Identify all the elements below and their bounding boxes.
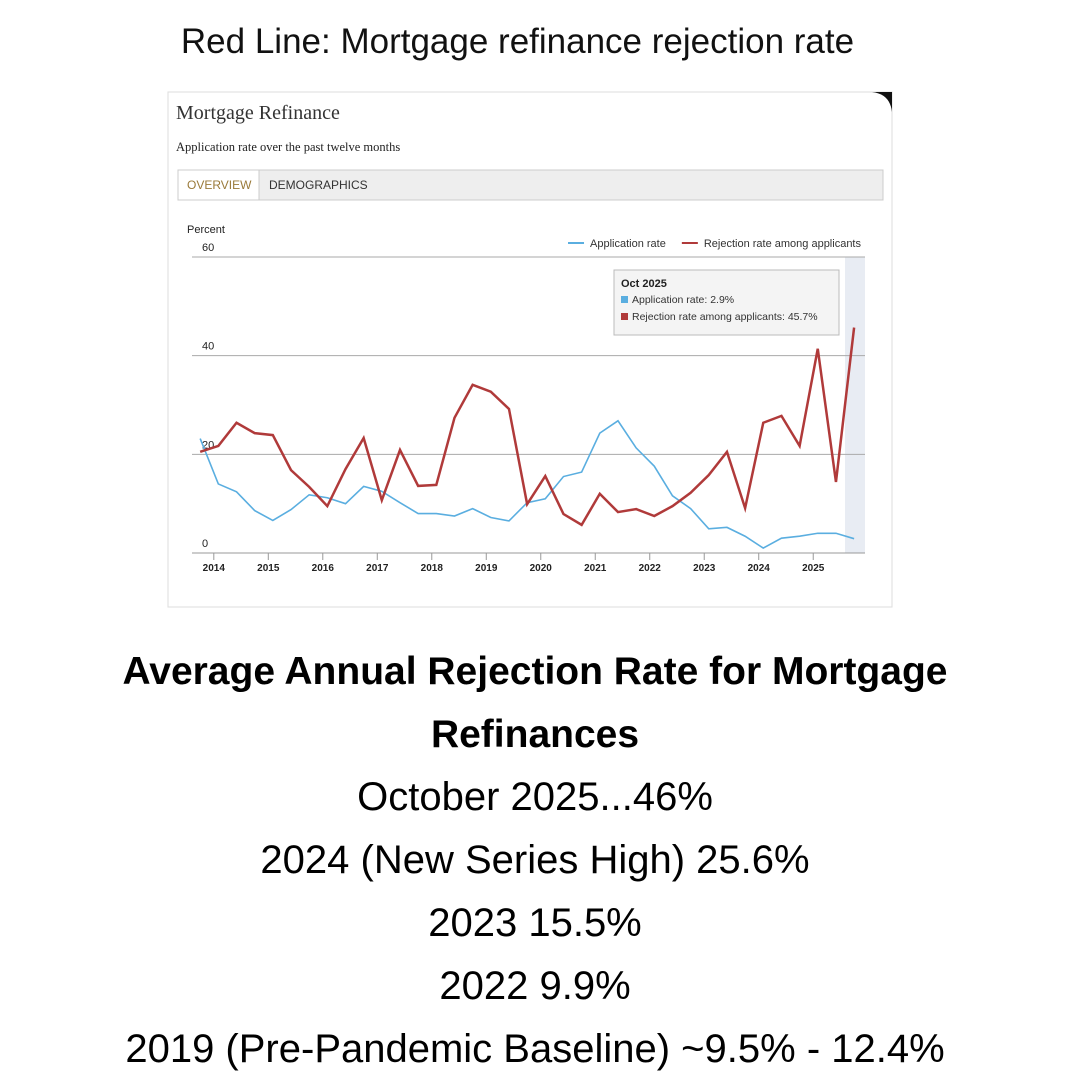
tooltip-swatch xyxy=(621,313,628,320)
summary-heading: Average Annual Rejection Rate for Mortga… xyxy=(122,650,948,756)
legend-label: Application rate xyxy=(590,238,666,250)
y-tick-label: 0 xyxy=(202,538,208,550)
tab[interactable]: DEMOGRAPHICS xyxy=(269,178,368,192)
hover-band xyxy=(845,257,865,553)
x-tick-label: 2014 xyxy=(203,563,226,574)
summary-line: 2019 (Pre-Pandemic Baseline) ~9.5% - 12.… xyxy=(125,1027,945,1071)
chart-subtitle: Application rate over the past twelve mo… xyxy=(176,140,400,154)
x-tick-label: 2019 xyxy=(475,563,498,574)
legend-label: Rejection rate among applicants xyxy=(704,238,862,250)
y-tick-label: 40 xyxy=(202,341,214,353)
tooltip-line: Application rate: 2.9% xyxy=(632,294,734,306)
x-tick-label: 2020 xyxy=(530,563,553,574)
summary-line: 2024 (New Series High) 25.6% xyxy=(260,838,810,882)
x-tick-label: 2016 xyxy=(312,563,335,574)
x-tick-label: 2021 xyxy=(584,563,607,574)
corner xyxy=(872,92,892,112)
x-tick-label: 2022 xyxy=(639,563,662,574)
header-title: Red Line: Mortgage refinance rejection r… xyxy=(180,22,855,61)
y-axis-label: Percent xyxy=(187,224,225,236)
tab[interactable]: OVERVIEW xyxy=(187,178,252,192)
tooltip-swatch xyxy=(621,296,628,303)
summary-line: 2022 9.9% xyxy=(439,964,631,1008)
tooltip-line: Rejection rate among applicants: 45.7% xyxy=(632,311,818,323)
summary-line: October 2025...46% xyxy=(357,775,713,819)
summary: Average Annual Rejection Rate for Mortga… xyxy=(20,640,1050,1081)
x-tick-label: 2025 xyxy=(802,563,825,574)
x-tick-label: 2023 xyxy=(693,563,716,574)
chart: Mortgage Refinance Application rate over… xyxy=(167,91,893,608)
chart-title: Mortgage Refinance xyxy=(176,102,340,124)
x-tick-label: 2017 xyxy=(366,563,389,574)
card xyxy=(167,91,893,608)
tab-bar xyxy=(177,169,884,201)
tooltip-box xyxy=(613,269,840,336)
series-line xyxy=(199,327,856,527)
x-tick-label: 2024 xyxy=(748,563,771,574)
y-tick-label: 60 xyxy=(202,242,214,254)
tooltip-title: Oct 2025 xyxy=(621,278,667,290)
x-tick-label: 2015 xyxy=(257,563,280,574)
tooltip: Oct 2025 Application rate: 2.9% Rejection … xyxy=(613,269,840,336)
tab-active[interactable] xyxy=(177,169,260,201)
summary-line: 2023 15.5% xyxy=(428,901,642,945)
x-tick-label: 2018 xyxy=(421,563,444,574)
